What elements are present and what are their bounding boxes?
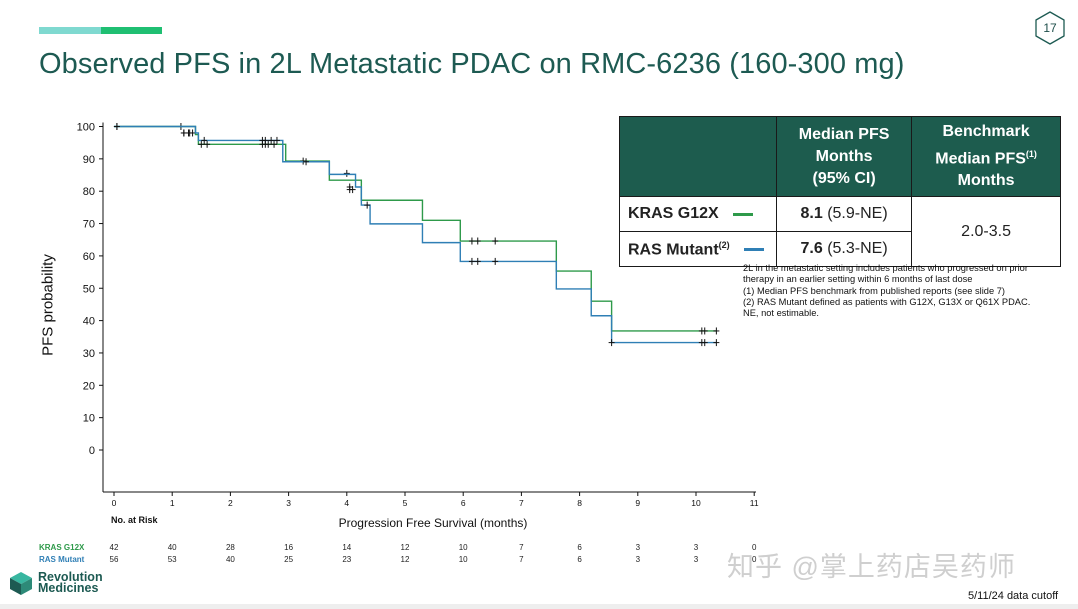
- page-title: Observed PFS in 2L Metastatic PDAC on RM…: [39, 48, 905, 80]
- risk-cell: 3: [693, 555, 699, 564]
- footnote: NE, not estimable.: [743, 308, 819, 319]
- median-pfs-header: Median PFS Months (95% CI): [775, 115, 913, 198]
- x-tick-label: 2: [228, 498, 233, 508]
- accent-bar-light: [39, 27, 101, 34]
- x-tick-label: 9: [635, 498, 640, 508]
- bottom-strip: [0, 604, 1078, 609]
- y-tick-label: 30: [83, 348, 95, 360]
- risk-cell: 14: [342, 543, 352, 552]
- x-tick-label: 1: [170, 498, 175, 508]
- benchmark-header: Benchmark Median PFS(1) Months: [911, 115, 1061, 198]
- risk-cell: 42: [109, 543, 119, 552]
- risk-cell: 3: [635, 555, 641, 564]
- y-tick-label: 50: [83, 283, 95, 295]
- risk-table-header: No. at Risk: [111, 515, 158, 525]
- risk-cell: 0: [751, 543, 757, 552]
- y-tick-label: 20: [83, 380, 95, 392]
- risk-cell: 6: [577, 543, 582, 552]
- risk-row-label-kras: KRAS G12X: [39, 543, 85, 552]
- median-kras: 8.1 (5.9-NE): [775, 196, 913, 233]
- y-tick-label: 40: [83, 316, 95, 328]
- table-row: RAS Mutant(2) 7.6 (5.3-NE): [619, 231, 1061, 268]
- risk-cell: 56: [109, 555, 119, 564]
- risk-cell: 40: [225, 555, 235, 564]
- risk-cell: 16: [284, 543, 294, 552]
- y-tick-label: 10: [83, 413, 95, 425]
- risk-cell: 12: [400, 555, 410, 564]
- risk-row-label-ras: RAS Mutant: [39, 555, 85, 564]
- x-tick-label: 7: [519, 498, 524, 508]
- risk-cell: 10: [458, 543, 468, 552]
- x-tick-label: 3: [286, 498, 291, 508]
- pfs-summary-table: Median PFS Months (95% CI) Benchmark Med…: [619, 115, 1061, 268]
- y-tick-label: 80: [83, 186, 95, 198]
- watermark: 知乎 @掌上药店吴药师: [727, 552, 1016, 582]
- logo-text-line1: Revolution: [38, 570, 103, 584]
- x-tick-label: 11: [750, 498, 759, 508]
- risk-cell: 3: [693, 543, 699, 552]
- page-number-badge: 17: [1033, 11, 1067, 45]
- risk-cell: 12: [400, 543, 410, 552]
- risk-cell: 28: [225, 543, 235, 552]
- risk-cell: 0: [751, 555, 757, 564]
- risk-cell: 7: [519, 555, 524, 564]
- risk-cell: 7: [519, 543, 524, 552]
- data-cutoff-note: 5/11/24 data cutoff: [968, 590, 1059, 602]
- x-tick-label: 5: [403, 498, 408, 508]
- row-label-kras: KRAS G12X: [619, 196, 777, 233]
- hexagon-icon: [1035, 11, 1065, 45]
- risk-cell: 23: [342, 555, 352, 564]
- risk-cell: 6: [577, 555, 582, 564]
- kras-legend-line: [732, 212, 753, 216]
- risk-cell: 25: [284, 555, 294, 564]
- x-tick-label: 8: [577, 498, 582, 508]
- page-number: 17: [1043, 21, 1057, 35]
- risk-cell: 3: [635, 543, 641, 552]
- company-logo: Revolution Medicines: [8, 570, 103, 596]
- x-tick-label: 6: [461, 498, 466, 508]
- y-axis-label: PFS probability: [39, 254, 57, 356]
- table-corner-cell: [619, 115, 777, 198]
- y-tick-label: 100: [77, 122, 95, 134]
- y-tick-label: 70: [83, 219, 95, 231]
- footnote: (2) RAS Mutant defined as patients with …: [743, 296, 1031, 307]
- risk-cell: 40: [167, 543, 177, 552]
- x-tick-label: 10: [691, 498, 701, 508]
- footnotes: 2L in the metastatic setting includes pa…: [743, 263, 1061, 319]
- logo-cube-icon: [10, 572, 32, 595]
- risk-cell: 53: [167, 555, 177, 564]
- ras-legend-line: [743, 248, 764, 252]
- accent-bar-dark: [101, 27, 162, 34]
- benchmark-value: 2.0-3.5: [911, 196, 1061, 268]
- table-row: KRAS G12X 8.1 (5.9-NE) 2.0-3.5: [619, 196, 1061, 268]
- risk-cell: 10: [458, 555, 468, 564]
- y-tick-label: 90: [83, 154, 95, 166]
- footnote: 2L in the metastatic setting includes pa…: [743, 263, 1028, 285]
- x-tick-label: 4: [344, 498, 349, 508]
- footnote: (1) Median PFS benchmark from published …: [743, 285, 1005, 296]
- x-axis-label: Progression Free Survival (months): [338, 516, 528, 530]
- y-tick-label: 60: [83, 251, 95, 263]
- row-label-ras: RAS Mutant(2): [619, 231, 777, 268]
- median-ras: 7.6 (5.3-NE): [775, 231, 913, 268]
- y-tick-label: 0: [89, 445, 95, 457]
- logo-text-line2: Medicines: [38, 581, 99, 595]
- x-tick-label: 0: [112, 498, 117, 508]
